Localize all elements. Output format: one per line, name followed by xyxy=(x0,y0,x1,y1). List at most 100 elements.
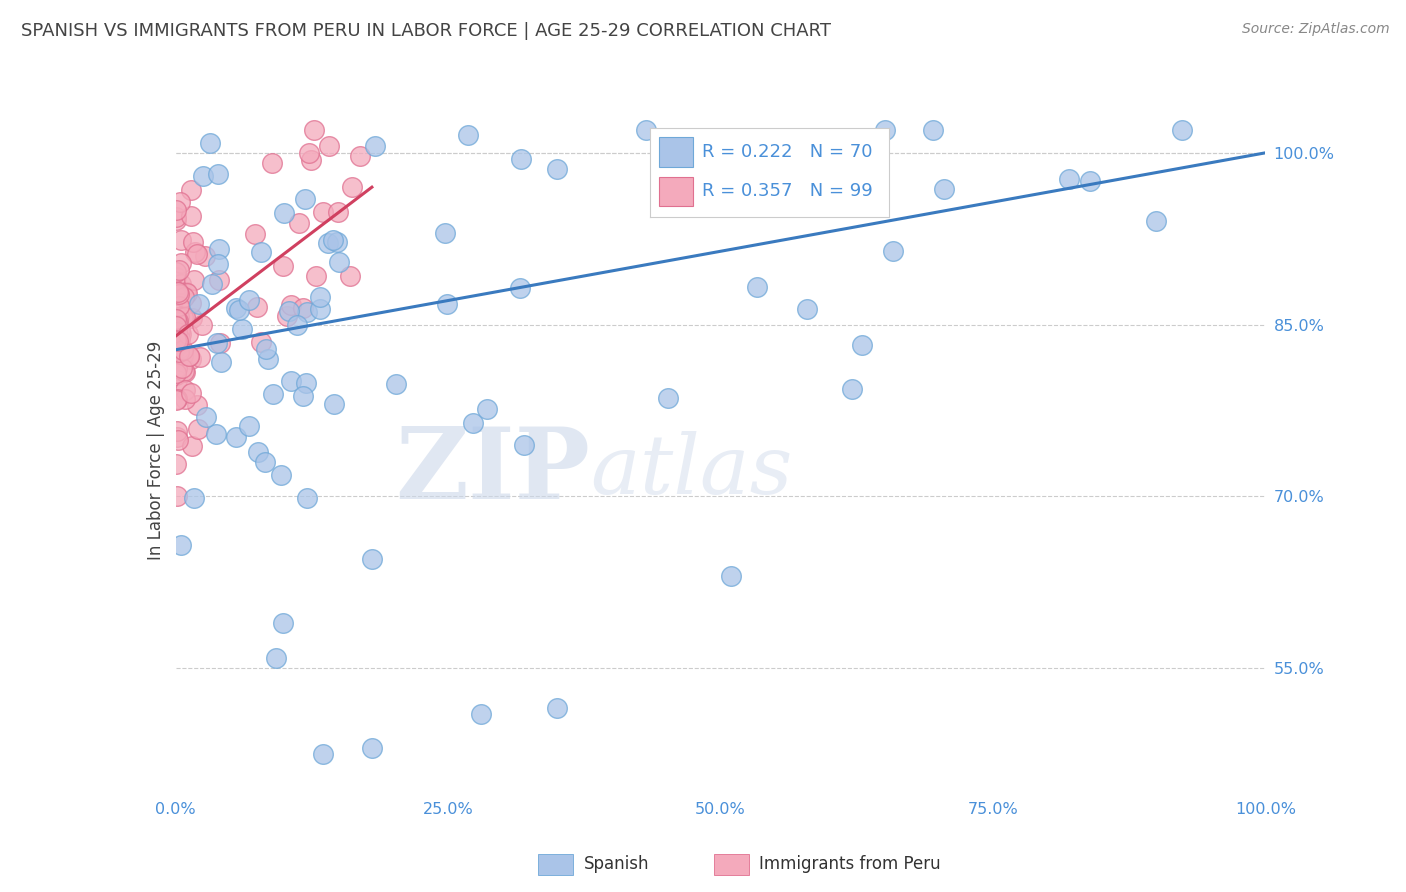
Point xyxy=(169,321,191,335)
Point xyxy=(238,293,260,307)
Point xyxy=(166,361,188,376)
Point xyxy=(167,310,190,324)
Point xyxy=(304,269,326,284)
Point xyxy=(851,338,873,352)
Point xyxy=(921,123,943,137)
Point xyxy=(180,296,202,310)
Point xyxy=(169,194,191,209)
Point xyxy=(167,287,190,301)
Point xyxy=(166,489,188,503)
Text: Source: ZipAtlas.com: Source: ZipAtlas.com xyxy=(1241,22,1389,37)
Point xyxy=(166,270,188,285)
Point xyxy=(208,272,231,286)
Text: Immigrants from Peru: Immigrants from Peru xyxy=(759,855,941,873)
Point xyxy=(194,249,217,263)
Point xyxy=(183,273,205,287)
Point xyxy=(875,123,897,137)
Point xyxy=(170,361,193,376)
Point xyxy=(165,333,187,347)
Point xyxy=(169,342,191,356)
Point xyxy=(166,307,188,321)
Point xyxy=(166,372,188,386)
Point xyxy=(208,242,231,256)
Point xyxy=(180,209,202,223)
Point xyxy=(180,386,202,401)
Point xyxy=(634,123,657,137)
Point xyxy=(349,149,371,163)
Point xyxy=(360,741,382,756)
Point xyxy=(720,569,742,583)
Point xyxy=(292,389,315,403)
Point xyxy=(295,376,318,391)
Point xyxy=(256,342,278,356)
Point xyxy=(165,265,187,279)
Point xyxy=(174,383,197,397)
Point xyxy=(183,244,205,259)
Point xyxy=(198,136,221,150)
Point xyxy=(181,438,204,452)
Point xyxy=(270,467,292,482)
Point xyxy=(298,146,321,161)
Point xyxy=(295,491,318,506)
Point xyxy=(271,616,294,631)
Point xyxy=(309,290,332,304)
Point xyxy=(271,259,294,273)
Point xyxy=(256,352,278,367)
Point xyxy=(170,326,193,341)
Point xyxy=(180,311,202,326)
Point xyxy=(225,430,247,444)
Point xyxy=(188,297,211,311)
Point xyxy=(209,355,232,369)
Point xyxy=(174,285,197,300)
Point xyxy=(932,182,955,196)
Point xyxy=(166,314,188,328)
Point xyxy=(796,302,818,317)
Point xyxy=(207,167,229,181)
Point xyxy=(360,552,382,566)
Point xyxy=(186,247,208,261)
Point xyxy=(835,196,858,211)
Point xyxy=(322,233,344,247)
Point xyxy=(172,348,194,362)
Point xyxy=(339,269,361,284)
Point xyxy=(254,455,277,469)
Point xyxy=(165,368,187,382)
Point xyxy=(170,538,193,552)
Point xyxy=(1078,174,1101,188)
Point xyxy=(207,335,229,350)
Point xyxy=(167,324,190,338)
Point xyxy=(250,335,273,350)
Point xyxy=(280,298,302,312)
Point xyxy=(166,325,188,339)
Point xyxy=(260,156,283,170)
Point xyxy=(323,397,346,411)
Point xyxy=(312,205,335,219)
Point xyxy=(180,352,202,367)
Point xyxy=(262,387,284,401)
Point xyxy=(228,302,250,317)
Point xyxy=(166,285,188,299)
Point xyxy=(173,364,195,378)
Point xyxy=(882,244,904,259)
Point xyxy=(167,433,190,447)
Point xyxy=(328,254,350,268)
Bar xyxy=(713,854,748,875)
Point xyxy=(546,701,568,715)
Point xyxy=(245,227,267,241)
Point xyxy=(170,233,193,247)
Point xyxy=(276,309,298,323)
Text: ZIP: ZIP xyxy=(395,423,591,519)
Point xyxy=(292,301,315,315)
Point xyxy=(207,257,229,271)
Point xyxy=(169,332,191,346)
Point xyxy=(195,410,218,425)
Point xyxy=(165,319,187,334)
Point xyxy=(166,425,188,439)
Point xyxy=(513,438,536,452)
Point xyxy=(470,706,492,721)
Point xyxy=(165,288,187,302)
Point xyxy=(165,211,187,225)
Point xyxy=(165,319,187,334)
Point xyxy=(461,417,484,431)
Point xyxy=(165,213,187,227)
